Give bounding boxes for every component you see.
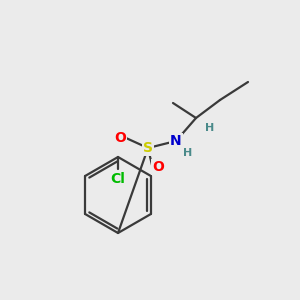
Text: O: O xyxy=(114,131,126,145)
Text: N: N xyxy=(170,134,182,148)
Text: H: H xyxy=(183,148,193,158)
Text: Cl: Cl xyxy=(111,172,125,186)
Text: H: H xyxy=(206,123,214,133)
Text: O: O xyxy=(152,160,164,174)
Text: S: S xyxy=(143,141,153,155)
